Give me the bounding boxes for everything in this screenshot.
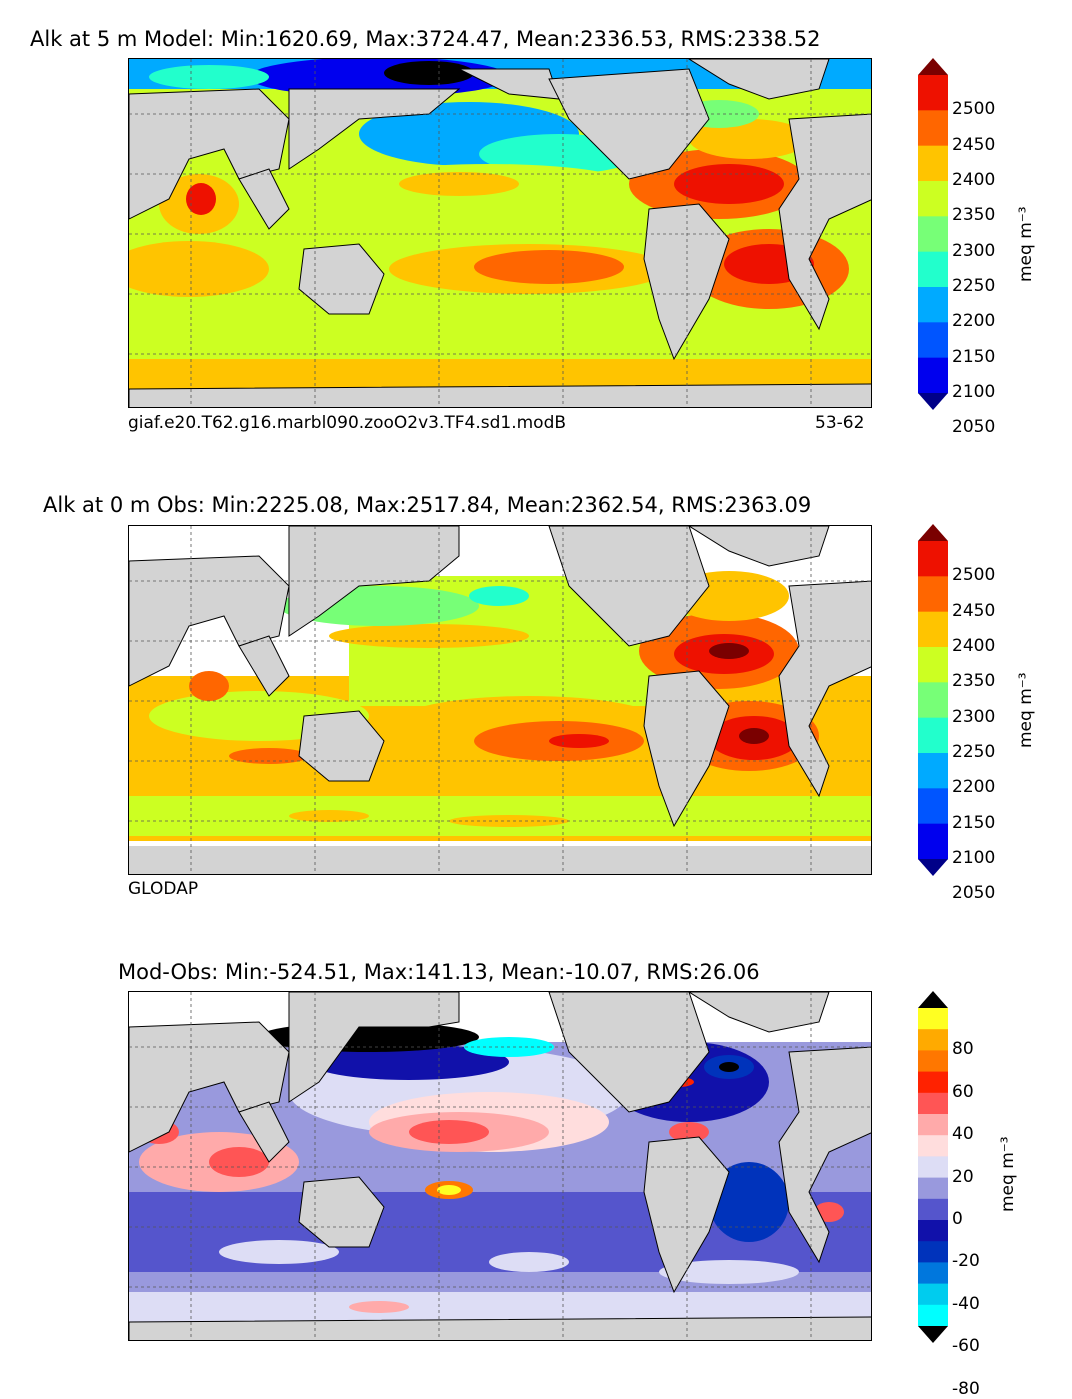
panel3-map [128,991,872,1341]
colorbar-band [918,1029,948,1051]
panel3-colorbar-label: meq m⁻³ [998,1136,1018,1212]
colorbar-tick-label: 80 [952,1039,974,1060]
colorbar-extend-bottom [918,393,948,410]
colorbar-tick-label: 60 [952,1081,974,1102]
colorbar-band [918,1304,948,1327]
colorbar-tick-label: 2050 [952,417,996,438]
colorbar-tick-label: 2400 [952,636,996,656]
colorbar-tick-label: -20 [952,1251,980,1272]
colorbar-band [918,145,948,182]
colorbar-tick-label: 2200 [952,311,996,332]
colorbar-band [918,1008,948,1030]
colorbar-band [918,1114,948,1136]
colorbar-extend-top [918,524,948,541]
colorbar-tick-label: 2500 [952,565,996,586]
colorbar-tick-label: 2150 [952,346,996,367]
colorbar-band [918,682,948,719]
panel3-title: Mod-Obs: Min:-524.51, Max:141.13, Mean:-… [118,960,760,984]
colorbar-band [918,823,948,860]
colorbar-band [918,1262,948,1285]
colorbar-tick-label: 2400 [952,170,996,190]
colorbar-band [918,1198,948,1221]
colorbar-tick-label: 2300 [952,240,996,261]
colorbar-band [918,788,948,825]
colorbar-band [918,1135,948,1157]
panel2-title: Alk at 0 m Obs: Min:2225.08, Max:2517.84… [43,493,812,517]
colorbar-band [918,181,948,217]
colorbar-band [918,110,948,147]
colorbar-tick-label: 2100 [952,382,996,402]
colorbar-extend-bottom [918,859,948,876]
colorbar-extend-top [918,58,948,75]
colorbar-tick-label: 2050 [952,883,996,904]
colorbar-band [918,216,948,253]
colorbar-tick-label: 0 [952,1209,963,1229]
colorbar-band [918,287,948,323]
colorbar-band [918,1177,948,1200]
panel2-colorbar: 2500 2450 2400 2350 2300 2250 2200 2150 2100 2050 [918,524,1038,903]
panel2-colorbar-label: meq m⁻³ [1016,672,1036,748]
colorbar-band [918,611,948,648]
colorbar-band [918,753,948,789]
colorbar-band [918,357,948,394]
colorbar-tick-label: 2250 [952,276,996,296]
colorbar-band [918,251,948,288]
colorbar-tick-label: 2150 [952,812,996,833]
colorbar-band [918,1156,948,1179]
colorbar-tick-label: 2350 [952,671,996,692]
colorbar-extend-bottom [918,1326,948,1343]
panel1-caption-left: giaf.e20.T62.g16.marbl090.zooO2v3.TF4.sd… [128,413,567,433]
colorbar-tick-label: 2450 [952,134,996,155]
panel1-map [128,58,872,408]
colorbar-tick-label: 2250 [952,742,996,762]
panel2-map [128,525,872,875]
panel3-colorbar-svg [918,991,948,1343]
colorbar-band [918,647,948,683]
colorbar-tick-label: 20 [952,1166,974,1187]
colorbar-tick-label: -40 [952,1293,980,1314]
colorbar-tick-label: 2200 [952,777,996,798]
colorbar-tick-label: 2450 [952,600,996,621]
panel1-colorbar-svg [918,58,948,410]
colorbar-band [918,75,948,111]
colorbar-tick-label: 2350 [952,205,996,226]
panel2-caption-left: GLODAP [128,879,199,899]
panel1-title: Alk at 5 m Model: Min:1620.69, Max:3724.… [30,27,821,51]
colorbar-band [918,1092,948,1115]
colorbar-band [918,717,948,754]
colorbar-band [918,1283,948,1306]
panel1-colorbar-label: meq m⁻³ [1016,206,1036,282]
colorbar-tick-label: 40 [952,1124,974,1145]
colorbar-extend-top [918,991,948,1008]
colorbar-band [918,576,948,613]
colorbar-band [918,541,948,577]
colorbar-band [918,1241,948,1263]
panel1-colorbar: 2500 2450 2400 2350 2300 2250 2200 2150 2100 2050 [918,58,1038,437]
colorbar-tick-label: 2300 [952,706,996,727]
panel2-colorbar-svg [918,524,948,876]
panel1-caption-right: 53-62 [815,413,865,433]
colorbar-tick-label: 2100 [952,848,996,868]
colorbar-band [918,1050,948,1073]
panel3-colorbar: 80 60 40 20 0 -20 -40 -60 -80 [918,991,1038,1399]
colorbar-band [918,322,948,359]
colorbar-tick-label: -60 [952,1336,980,1357]
colorbar-tick-label: 2500 [952,99,996,120]
colorbar-band [918,1071,948,1094]
colorbar-band [918,1220,948,1242]
colorbar-tick-label: -80 [952,1378,980,1399]
